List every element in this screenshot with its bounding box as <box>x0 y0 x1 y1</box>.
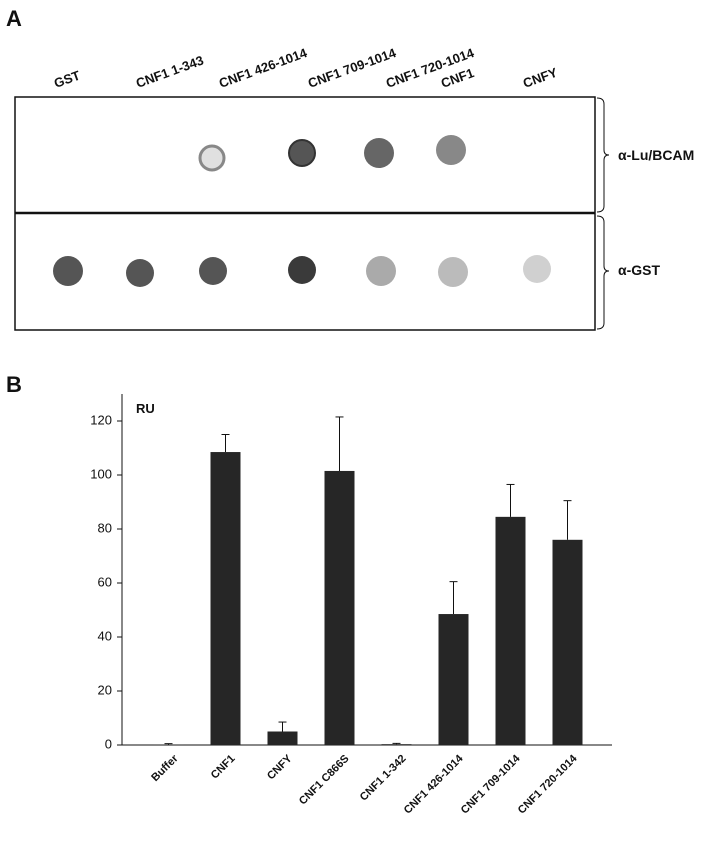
panel-label: B <box>6 372 22 397</box>
bar <box>381 744 412 745</box>
blot-dot <box>198 144 226 172</box>
lane-label: CNF1 426-1014 <box>217 45 310 91</box>
x-tick-label: CNFY <box>265 752 295 782</box>
bar <box>210 452 241 745</box>
blot-dot <box>436 135 466 165</box>
lane-label: CNFY <box>521 65 560 91</box>
bar <box>552 539 583 745</box>
bar-chart: RU 0 20 40 60 80 100 120 Buffer CNF1 CNFY CNF1 C866… <box>90 394 612 816</box>
y-tick-label: 40 <box>98 628 112 643</box>
lane-label: CNF1 1-343 <box>134 53 206 91</box>
dot-blot: α-Lu/BCAM α-GST GST CNF1 1-343 CNF1 426-10… <box>14 45 694 331</box>
bar <box>495 516 526 745</box>
x-tick-label: Buffer <box>149 752 181 784</box>
x-tick-label: CNF1 C866S <box>297 753 352 808</box>
blot-dot <box>438 257 468 287</box>
y-tick-label: 80 <box>98 520 112 535</box>
lane-label: CNF1 709-1014 <box>306 45 399 91</box>
row-label: α-GST <box>618 262 660 278</box>
y-tick-label: 60 <box>98 574 112 589</box>
panel-label: A <box>6 6 22 31</box>
x-tick-label: CNF1 720-1014 <box>516 752 580 816</box>
blot-dot <box>53 256 83 286</box>
y-axis-label: RU <box>136 401 155 416</box>
y-tick-label: 20 <box>98 682 112 697</box>
blot-dot <box>364 138 394 168</box>
blot-dot <box>288 256 316 284</box>
bar <box>324 470 355 745</box>
x-tick-label: CNF1 426-1014 <box>402 752 466 816</box>
bar <box>267 731 298 745</box>
x-tick-label: CNF1 <box>209 753 238 782</box>
blot-dot <box>366 256 396 286</box>
lane-label: GST <box>52 68 82 91</box>
y-tick-label: 100 <box>90 466 112 481</box>
x-tick-label: CNF1 709-1014 <box>459 752 523 816</box>
y-tick-label: 120 <box>90 412 112 427</box>
bar <box>438 614 469 745</box>
y-tick-label: 0 <box>105 736 112 751</box>
x-tick-label: CNF1 1-342 <box>358 753 409 804</box>
bar <box>153 744 184 745</box>
blot-dot <box>288 139 316 167</box>
bracket <box>596 97 610 213</box>
blot-dot <box>199 257 227 285</box>
bracket <box>596 215 610 330</box>
blot-dot <box>126 259 154 287</box>
blot-dot <box>523 255 551 283</box>
row-label: α-Lu/BCAM <box>618 147 694 163</box>
